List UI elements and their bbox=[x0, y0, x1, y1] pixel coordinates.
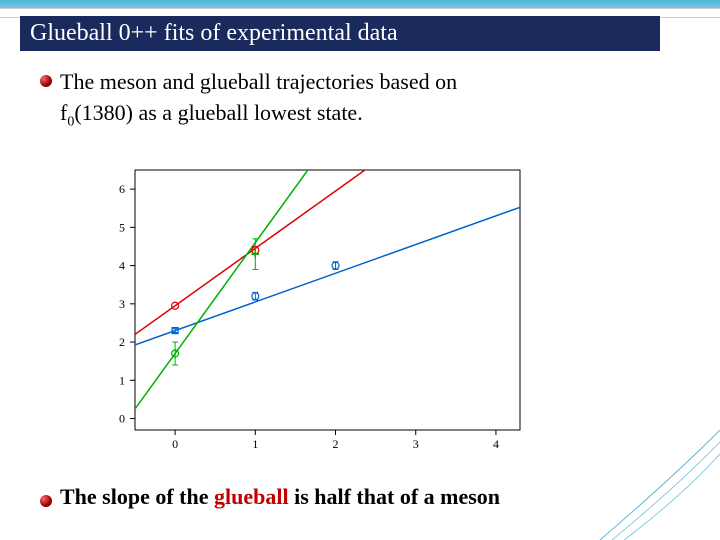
content-area: The meson and glueball trajectories base… bbox=[40, 68, 690, 131]
f-suffix: (1380) as a glueball lowest state. bbox=[74, 100, 362, 125]
bullet-icon bbox=[40, 495, 52, 507]
bottom-glueball: glueball bbox=[214, 484, 289, 509]
top-border-decoration bbox=[0, 0, 720, 8]
svg-text:2: 2 bbox=[333, 437, 339, 451]
svg-text:1: 1 bbox=[119, 373, 125, 387]
slide-title: Glueball 0++ fits of experimental data bbox=[30, 20, 398, 46]
bullet-1: The meson and glueball trajectories base… bbox=[40, 68, 690, 97]
corner-decoration bbox=[590, 430, 720, 540]
svg-text:4: 4 bbox=[119, 259, 125, 273]
bullet-2: The slope of the glueball is half that o… bbox=[40, 483, 500, 512]
bottom-suffix: is half that of a meson bbox=[289, 484, 500, 509]
title-bar: Glueball 0++ fits of experimental data bbox=[20, 16, 660, 51]
bullet-2-text: The slope of the glueball is half that o… bbox=[60, 483, 500, 512]
bullet-1-line2: f0(1380) as a glueball lowest state. bbox=[60, 99, 690, 132]
svg-text:5: 5 bbox=[119, 220, 125, 234]
svg-text:0: 0 bbox=[172, 437, 178, 451]
trajectory-chart: 0 1 2 3 4 0 1 2 3 4 5 6 bbox=[90, 160, 530, 460]
bullet-1-line1: The meson and glueball trajectories base… bbox=[60, 68, 457, 97]
bullet-icon bbox=[40, 75, 52, 87]
svg-text:3: 3 bbox=[413, 437, 419, 451]
bottom-prefix: The slope of the bbox=[60, 484, 214, 509]
svg-text:3: 3 bbox=[119, 297, 125, 311]
svg-text:1: 1 bbox=[252, 437, 258, 451]
svg-text:2: 2 bbox=[119, 335, 125, 349]
chart-svg: 0 1 2 3 4 0 1 2 3 4 5 6 bbox=[90, 160, 530, 460]
svg-text:0: 0 bbox=[119, 412, 125, 426]
svg-text:6: 6 bbox=[119, 182, 125, 196]
svg-text:4: 4 bbox=[493, 437, 499, 451]
